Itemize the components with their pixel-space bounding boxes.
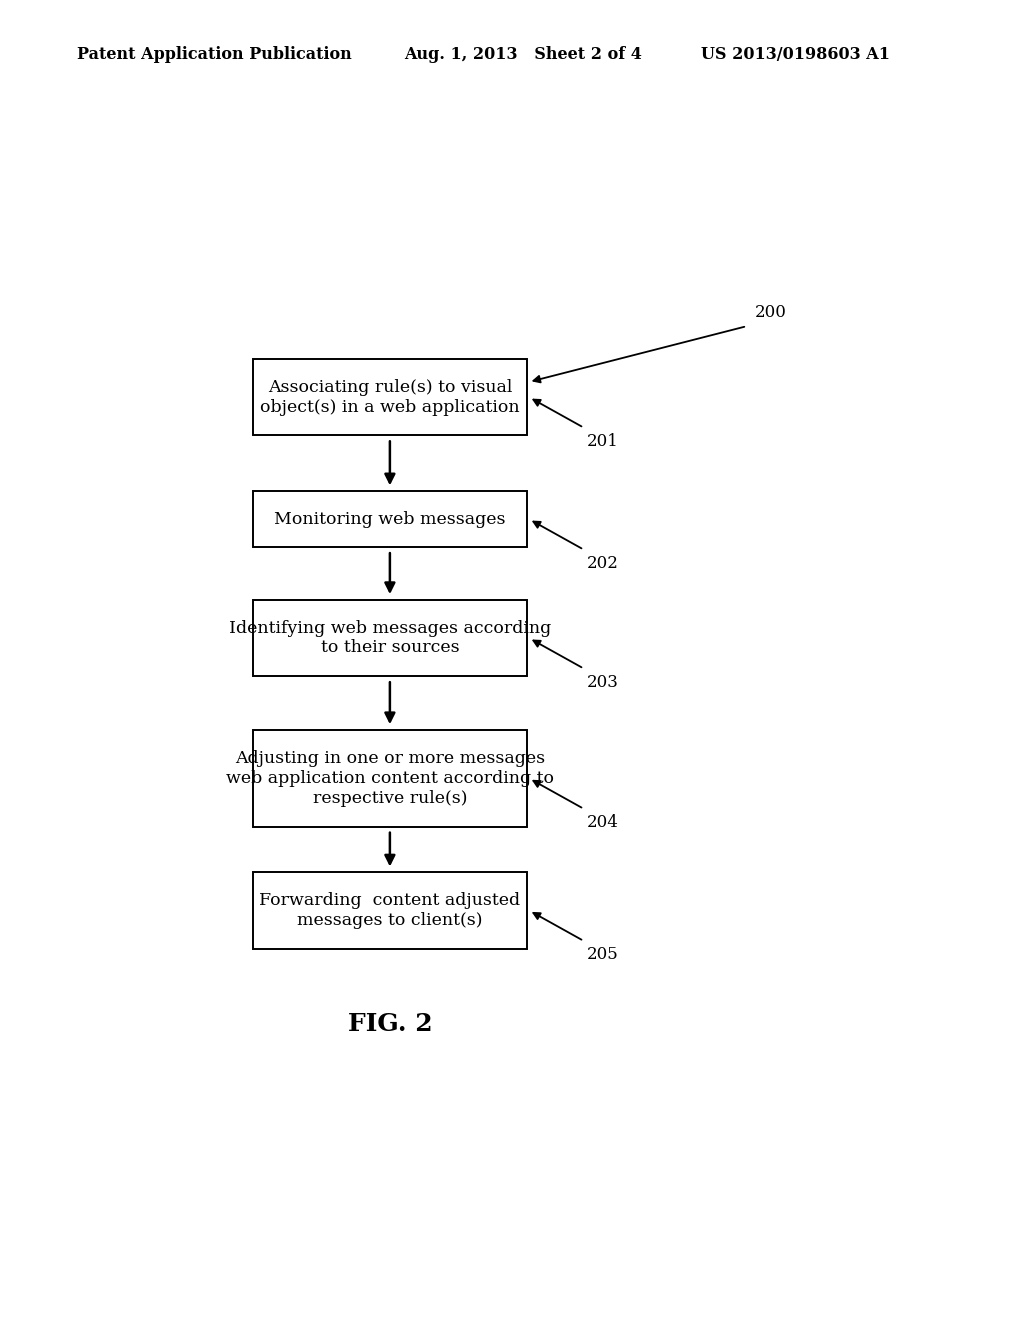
FancyBboxPatch shape [253, 491, 526, 548]
Text: Associating rule(s) to visual
object(s) in a web application: Associating rule(s) to visual object(s) … [260, 379, 520, 416]
Text: 200: 200 [755, 304, 786, 321]
FancyBboxPatch shape [253, 359, 526, 436]
Text: Forwarding  content adjusted
messages to client(s): Forwarding content adjusted messages to … [259, 892, 520, 929]
Text: Identifying web messages according
to their sources: Identifying web messages according to th… [228, 620, 551, 656]
Text: Monitoring web messages: Monitoring web messages [274, 511, 506, 528]
Text: Adjusting in one or more messages
web application content according to
respectiv: Adjusting in one or more messages web ap… [226, 750, 554, 807]
Text: 203: 203 [587, 673, 618, 690]
Text: 205: 205 [587, 946, 618, 964]
FancyBboxPatch shape [253, 873, 526, 949]
FancyBboxPatch shape [253, 601, 526, 676]
Text: 201: 201 [587, 433, 618, 450]
Text: 204: 204 [587, 814, 618, 832]
Text: 202: 202 [587, 554, 618, 572]
Text: US 2013/0198603 A1: US 2013/0198603 A1 [701, 46, 891, 63]
Text: Patent Application Publication: Patent Application Publication [77, 46, 351, 63]
FancyBboxPatch shape [253, 730, 526, 826]
Text: Aug. 1, 2013   Sheet 2 of 4: Aug. 1, 2013 Sheet 2 of 4 [404, 46, 642, 63]
Text: FIG. 2: FIG. 2 [347, 1012, 432, 1036]
